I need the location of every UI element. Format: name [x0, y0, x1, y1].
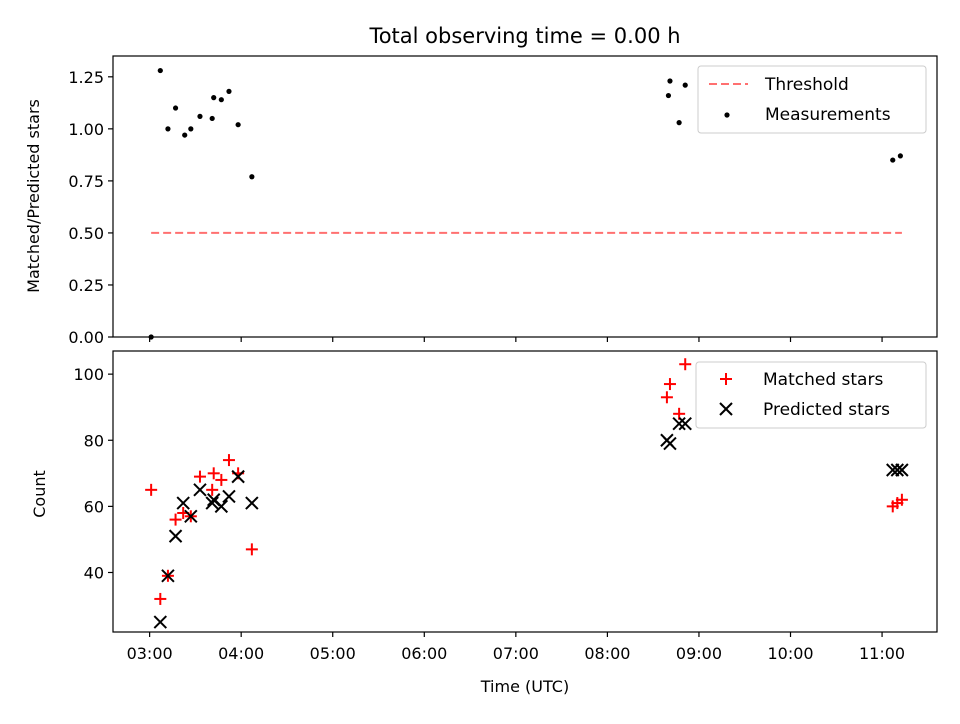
predicted-stars-point [895, 463, 909, 477]
matched-stars-point [679, 358, 692, 371]
matched-stars-point [215, 473, 228, 486]
x-tick-label: 09:00 [676, 644, 722, 663]
bottom-panel: 40 60 80 100 03:00 04:00 05:00 06:00 07:00 08:00… [30, 350, 938, 696]
measurement-point [157, 67, 163, 74]
predicted-stars-point [245, 496, 259, 510]
measurement-point [165, 126, 171, 132]
predicted-stars-point [168, 529, 183, 543]
top-x-axis [149, 337, 883, 342]
top-y-tick-label: 1.00 [68, 120, 104, 139]
bottom-y-tick-label: 80 [84, 431, 104, 450]
matched-stars-point [673, 407, 686, 420]
measurement-point [890, 157, 896, 163]
bottom-y-tick-label: 60 [84, 497, 104, 516]
measurement-point [665, 92, 672, 99]
matched-stars-point [145, 483, 158, 496]
x-tick-label: 08:00 [584, 644, 630, 663]
bottom-legend: Matched stars Predicted stars [695, 361, 927, 429]
bottom-y-axis-label: Count [30, 470, 49, 518]
chart-title: Total observing time = 0.00 h [368, 24, 680, 48]
x-axis-label: Time (UTC) [480, 677, 569, 696]
legend-measurements-label: Measurements [765, 105, 891, 125]
bottom-y-tick-label: 100 [73, 365, 104, 384]
measurement-point [218, 97, 224, 103]
measurement-point [172, 105, 179, 111]
predicted-stars-point [193, 483, 207, 497]
bottom-plot-marks [145, 358, 909, 629]
predicted-stars-point [176, 496, 190, 510]
matched-stars-point [660, 391, 673, 404]
matched-stars-point [206, 483, 219, 496]
bottom-x-axis: 03:00 04:00 05:00 06:00 07:00 08:00 09:00 10:00… [127, 632, 905, 663]
measurement-point [249, 174, 255, 180]
predicted-stars-point [161, 569, 175, 583]
predicted-stars-point [184, 509, 198, 524]
predicted-stars-point [214, 499, 229, 514]
bottom-y-tick-label: 40 [84, 563, 104, 582]
legend-matched-label: Matched stars [763, 370, 883, 390]
matched-stars-point [895, 493, 908, 506]
predicted-stars-point [890, 463, 905, 477]
predicted-stars-point [663, 436, 677, 451]
x-tick-label: 10:00 [767, 644, 813, 663]
matched-stars-point [222, 454, 235, 467]
bottom-legend-box [695, 361, 927, 429]
matched-stars-point [169, 513, 182, 526]
measurement-point [667, 78, 673, 84]
legend-measurements-swatch [724, 112, 730, 118]
x-tick-label: 03:00 [127, 644, 173, 663]
top-y-axis: 0.00 0.25 0.50 0.75 1.00 1.25 [68, 68, 113, 347]
predicted-stars-point [205, 496, 219, 510]
x-tick-label: 06:00 [401, 644, 447, 663]
predicted-stars-point [231, 469, 245, 484]
x-tick-label: 05:00 [310, 644, 356, 663]
top-y-axis-label: Matched/Predicted stars [24, 99, 43, 293]
x-tick-label: 04:00 [218, 644, 264, 663]
measurement-point [897, 153, 903, 159]
predicted-stars-point [222, 489, 236, 504]
top-legend-box [697, 65, 927, 134]
matched-stars-point [193, 470, 206, 483]
top-y-tick-label: 0.00 [68, 328, 104, 347]
predicted-stars-point [153, 615, 168, 629]
top-y-tick-label: 1.25 [68, 68, 104, 87]
top-y-tick-label: 0.50 [68, 224, 104, 243]
matched-stars-point [154, 592, 167, 605]
top-plot-marks [148, 67, 903, 340]
predicted-stars-point [672, 417, 686, 431]
measurement-point [676, 120, 682, 126]
matched-stars-point [245, 543, 258, 556]
legend-predicted-swatch [719, 402, 733, 416]
measurement-point [211, 95, 217, 101]
measurement-point [209, 115, 215, 122]
bottom-y-axis: 40 60 80 100 [73, 365, 113, 582]
measurement-point [235, 122, 241, 128]
legend-threshold-label: Threshold [764, 75, 849, 95]
top-legend: Threshold Measurements [697, 65, 927, 134]
measurement-point [226, 88, 232, 94]
top-y-tick-label: 0.75 [68, 172, 104, 191]
matched-stars-point [663, 378, 676, 391]
predicted-stars-point [678, 417, 692, 431]
measurement-point [197, 113, 203, 119]
legend-matched-swatch [720, 373, 732, 385]
measurement-point [182, 132, 188, 138]
x-tick-label: 07:00 [493, 644, 539, 663]
x-tick-label: 11:00 [859, 644, 905, 663]
top-y-tick-label: 0.25 [68, 276, 104, 295]
measurement-point [148, 334, 154, 340]
legend-predicted-label: Predicted stars [763, 400, 890, 420]
top-panel: 0.00 0.25 0.50 0.75 1.00 1.25 Matched/Predict… [24, 55, 938, 347]
measurement-point [682, 82, 688, 88]
measurement-point [188, 126, 194, 132]
matched-stars-point [207, 467, 220, 480]
